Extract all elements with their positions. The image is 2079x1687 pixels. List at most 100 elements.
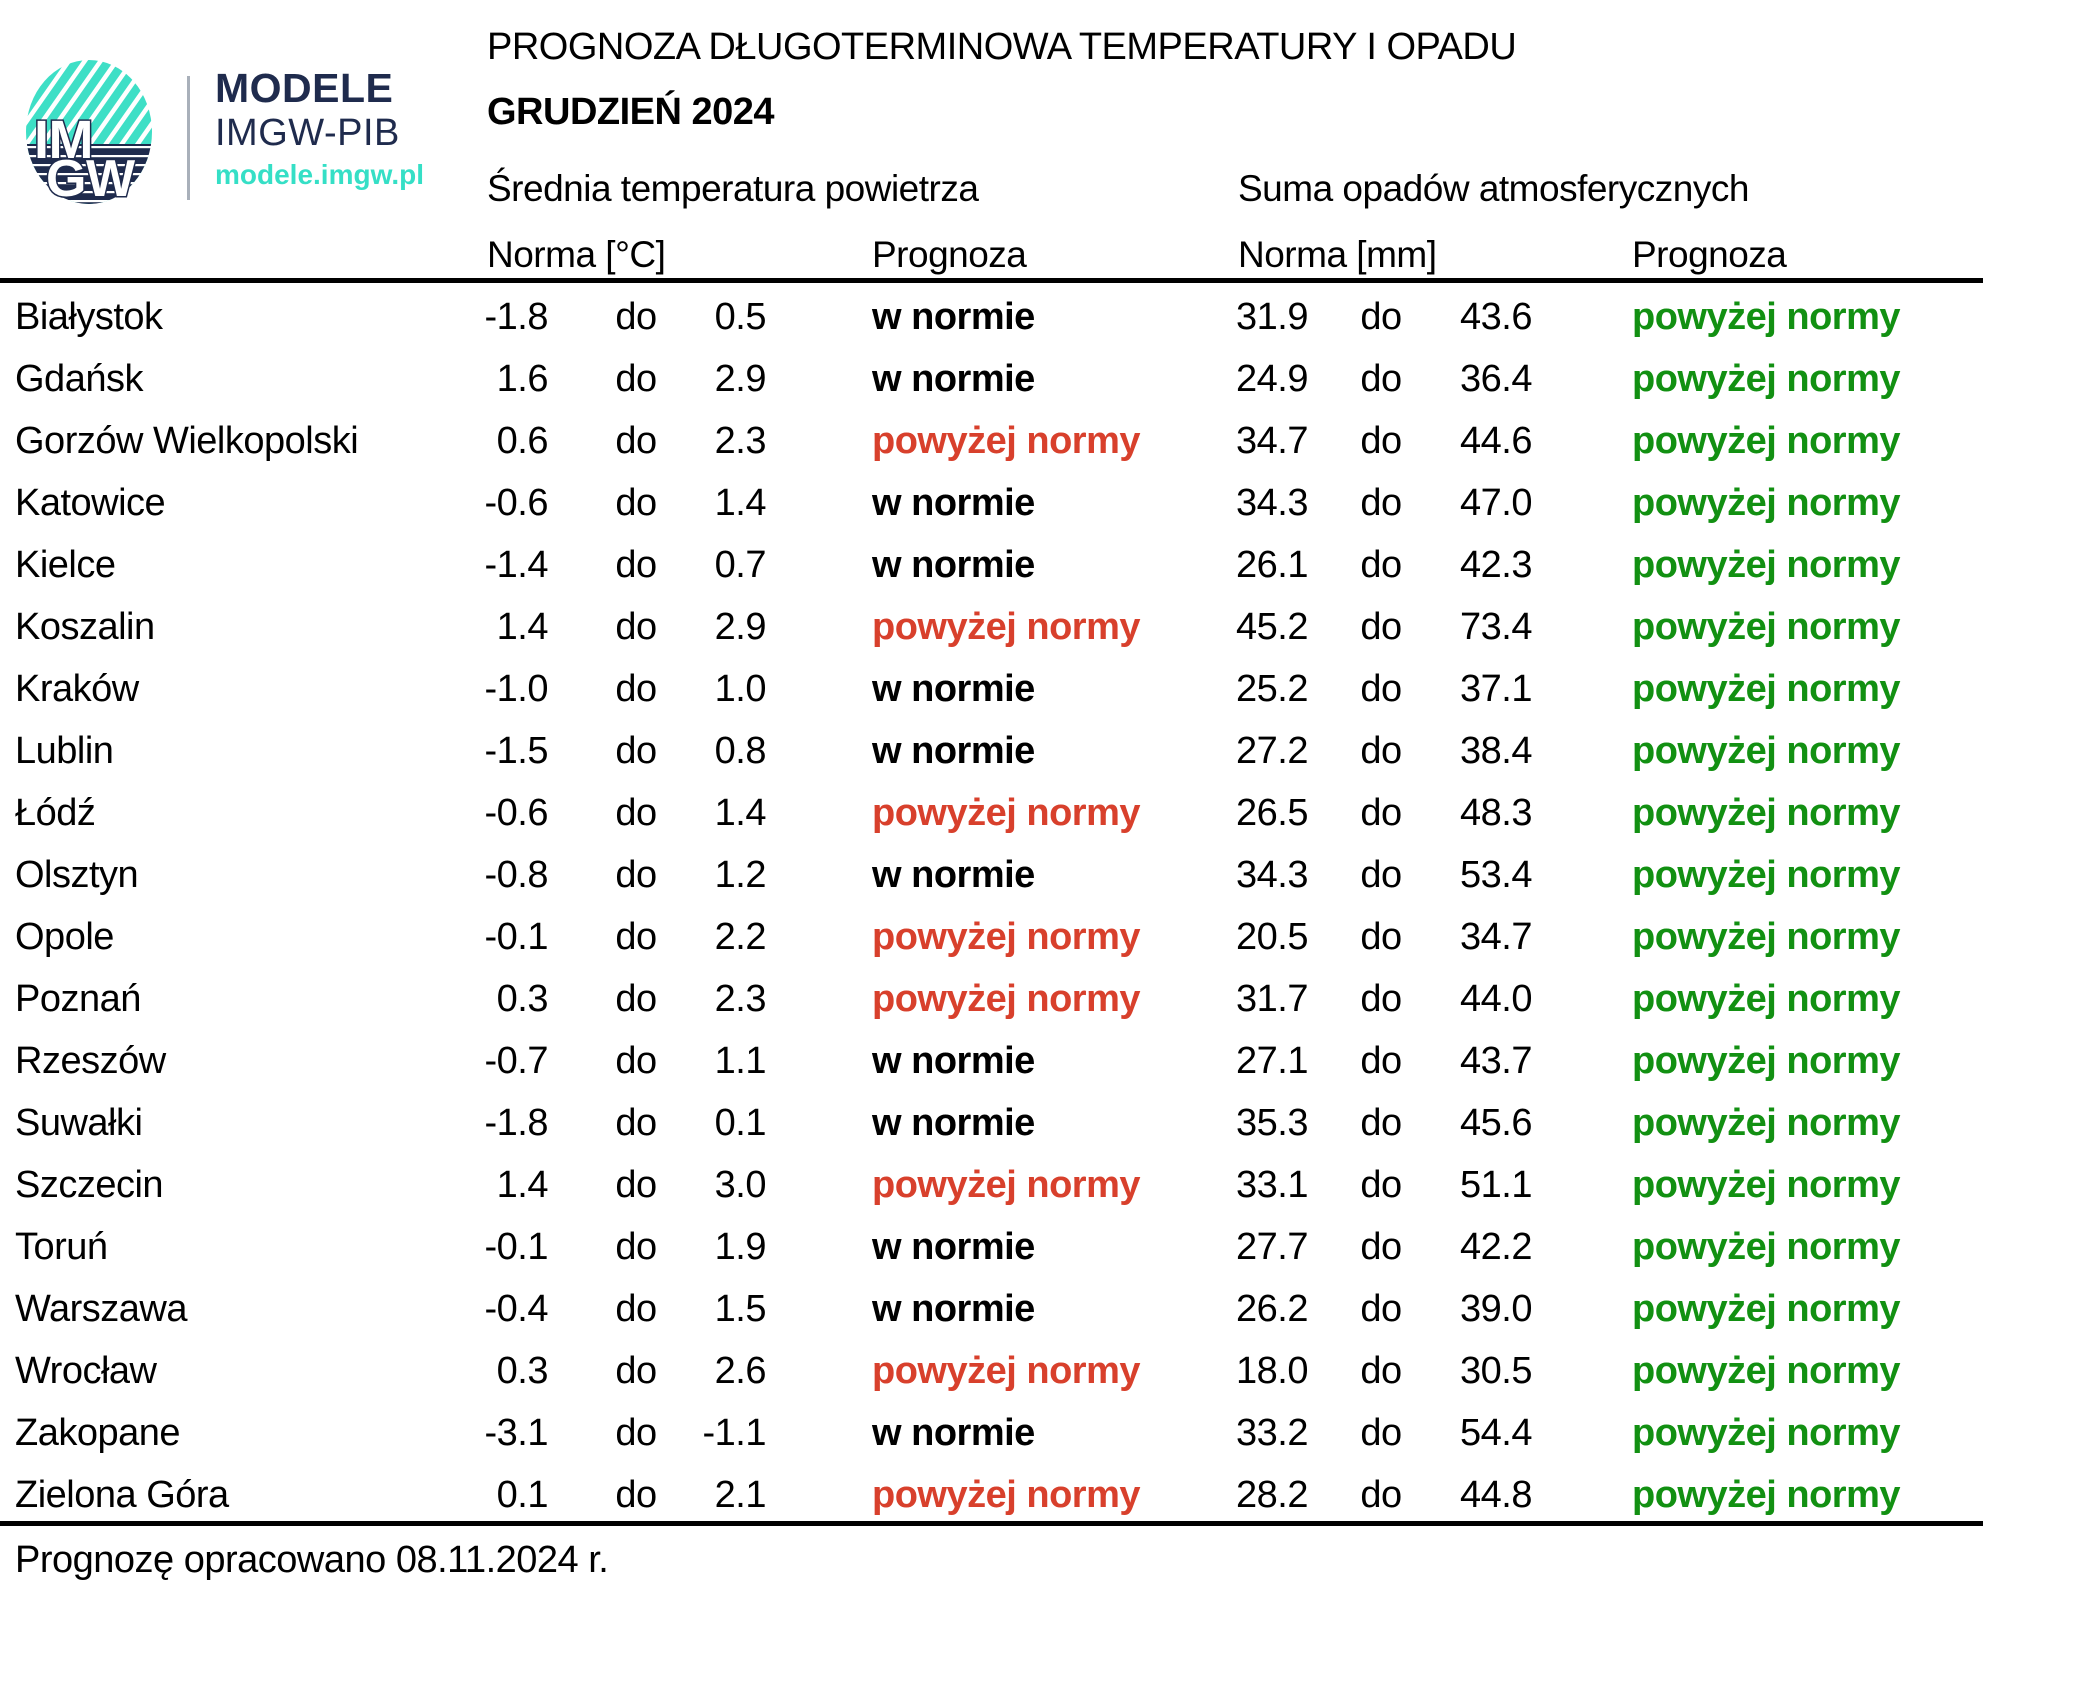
range-separator: do [615, 296, 657, 338]
temp-norm-high: 2.9 [714, 606, 767, 648]
precip-norm-low: 31.9 [1236, 296, 1308, 338]
precip-norm-high: 43.7 [1460, 1040, 1532, 1082]
precip-norm-high: 47.0 [1460, 482, 1532, 524]
range-separator: do [1360, 1350, 1402, 1392]
city-name: Warszawa [15, 1288, 187, 1330]
range-separator: do [1360, 854, 1402, 896]
temp-norm-high: 2.2 [714, 916, 767, 958]
precip-norm-high: 44.0 [1460, 978, 1532, 1020]
precip-forecast-status: powyżej normy [1632, 978, 1901, 1020]
precip-forecast-status: powyżej normy [1632, 1288, 1901, 1330]
range-separator: do [1360, 420, 1402, 462]
precip-forecast-status: powyżej normy [1632, 606, 1901, 648]
precip-forecast-status: powyżej normy [1632, 544, 1901, 586]
range-separator: do [1360, 1102, 1402, 1144]
table-row: Kraków -1.0 do 1.0 w normie 25.2 do 37.1 powyżej… [0, 658, 2079, 720]
precip-forecast-status: powyżej normy [1632, 358, 1901, 400]
precip-forecast-status: powyżej normy [1632, 296, 1901, 338]
table-row: Katowice -0.6 do 1.4 w normie 34.3 do 47.0 powyż… [0, 472, 2079, 534]
temp-norm-low: -0.6 [484, 792, 549, 834]
precip-forecast-status: powyżej normy [1632, 854, 1901, 896]
logo-gw-text: GW [46, 150, 136, 208]
range-separator: do [1360, 916, 1402, 958]
precip-norm-high: 73.4 [1460, 606, 1532, 648]
brand-url: modele.imgw.pl [215, 159, 424, 190]
temp-forecast-status: powyżej normy [872, 606, 1141, 648]
temp-norm-high: 2.3 [714, 420, 767, 462]
city-name: Olsztyn [15, 854, 139, 896]
temp-forecast-status: w normie [872, 730, 1035, 772]
table-row: Białystok -1.8 do 0.5 w normie 31.9 do 43.6 powy… [0, 286, 2079, 348]
precip-forecast-status: powyżej normy [1632, 1474, 1901, 1516]
precip-norm-low: 31.7 [1236, 978, 1308, 1020]
temp-norm-high: 1.9 [714, 1226, 767, 1268]
temp-norm-high: 1.5 [714, 1288, 767, 1330]
range-separator: do [1360, 1288, 1402, 1330]
precip-norm-high: 48.3 [1460, 792, 1532, 834]
range-separator: do [615, 668, 657, 710]
temp-forecast-status: powyżej normy [872, 1164, 1141, 1206]
city-name: Białystok [15, 296, 163, 338]
range-separator: do [615, 1288, 657, 1330]
precip-norm-low: 34.7 [1236, 420, 1308, 462]
table-row: Rzeszów -0.7 do 1.1 w normie 27.1 do 43.7 powyże… [0, 1030, 2079, 1092]
temp-norm-high: 0.7 [714, 544, 767, 586]
temp-norm-low: -0.7 [484, 1040, 549, 1082]
precip-norm-high: 36.4 [1460, 358, 1532, 400]
precip-forecast-status: powyżej normy [1632, 1350, 1901, 1392]
table-row: Opole -0.1 do 2.2 powyżej normy 20.5 do 34.7 pow… [0, 906, 2079, 968]
temp-norm-low: -0.6 [484, 482, 549, 524]
range-separator: do [615, 1040, 657, 1082]
range-separator: do [1360, 1474, 1402, 1516]
city-name: Lublin [15, 730, 114, 772]
temp-forecast-status: w normie [872, 296, 1035, 338]
temp-norm-low: 1.4 [496, 1164, 549, 1206]
table-row: Koszalin 1.4 do 2.9 powyżej normy 45.2 do 73.4 p… [0, 596, 2079, 658]
imgw-logo-icon: IM GW [26, 60, 152, 208]
precip-norm-low: 34.3 [1236, 482, 1308, 524]
temp-norm-low: -0.1 [484, 916, 549, 958]
precip-forecast-status: powyżej normy [1632, 420, 1901, 462]
temp-forecast-status: powyżej normy [872, 978, 1141, 1020]
precip-forecast-status: powyżej normy [1632, 916, 1901, 958]
precip-norm-low: 34.3 [1236, 854, 1308, 896]
precip-norm-low: 26.5 [1236, 792, 1308, 834]
temp-forecast-status: w normie [872, 544, 1035, 586]
range-separator: do [615, 730, 657, 772]
table-row: Gdańsk 1.6 do 2.9 w normie 24.9 do 36.4 powyżej … [0, 348, 2079, 410]
precip-forecast-status: powyżej normy [1632, 668, 1901, 710]
precip-norm-low: 28.2 [1236, 1474, 1308, 1516]
temp-forecast-status: w normie [872, 668, 1035, 710]
precip-forecast-status: powyżej normy [1632, 1412, 1901, 1454]
table-row: Olsztyn -0.8 do 1.2 w normie 34.3 do 53.4 powyże… [0, 844, 2079, 906]
temp-norm-low: -1.8 [484, 1102, 549, 1144]
column-header-precip-forecast: Prognoza [1632, 234, 1787, 275]
range-separator: do [615, 420, 657, 462]
temp-norm-high: 1.0 [714, 668, 767, 710]
temp-norm-high: 2.6 [714, 1350, 767, 1392]
range-separator: do [1360, 482, 1402, 524]
temp-norm-high: 0.8 [714, 730, 767, 772]
precip-forecast-status: powyżej normy [1632, 792, 1901, 834]
range-separator: do [615, 1164, 657, 1206]
precip-norm-low: 26.1 [1236, 544, 1308, 586]
forecast-table-body: Białystok -1.8 do 0.5 w normie 31.9 do 43.6 powy… [0, 286, 2079, 1526]
temp-forecast-status: powyżej normy [872, 1474, 1141, 1516]
range-separator: do [615, 544, 657, 586]
precip-norm-low: 26.2 [1236, 1288, 1308, 1330]
range-separator: do [1360, 296, 1402, 338]
range-separator: do [615, 854, 657, 896]
temp-norm-high: 1.4 [714, 482, 767, 524]
temp-norm-high: 1.1 [714, 1040, 767, 1082]
table-row: Zielona Góra 0.1 do 2.1 powyżej normy 28.2 do 4… [0, 1464, 2079, 1526]
precip-norm-low: 33.2 [1236, 1412, 1308, 1454]
range-separator: do [1360, 792, 1402, 834]
precip-norm-high: 42.3 [1460, 544, 1532, 586]
table-row: Zakopane -3.1 do -1.1 w normie 33.2 do 54.4 powy… [0, 1402, 2079, 1464]
range-separator: do [1360, 668, 1402, 710]
range-separator: do [615, 606, 657, 648]
precip-forecast-status: powyżej normy [1632, 1164, 1901, 1206]
footer-note: Prognozę opracowano 08.11.2024 r. [15, 1539, 609, 1581]
city-name: Toruń [15, 1226, 108, 1268]
precip-norm-low: 35.3 [1236, 1102, 1308, 1144]
